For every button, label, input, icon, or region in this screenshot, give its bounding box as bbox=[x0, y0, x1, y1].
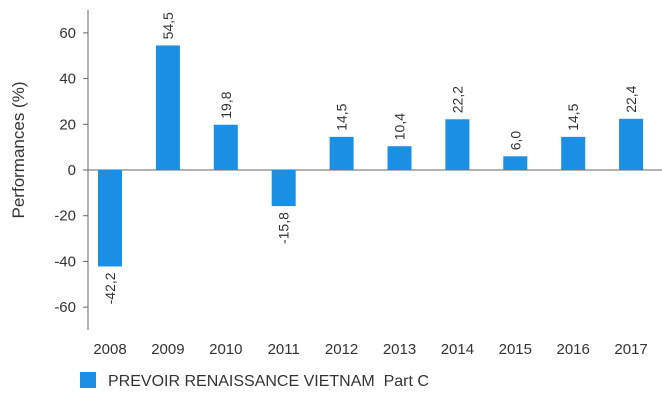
legend: PREVOIR RENAISSANCE VIETNAM Part C bbox=[80, 372, 429, 390]
data-label: -15,8 bbox=[276, 212, 292, 244]
bar bbox=[561, 136, 586, 170]
x-tick-label: 2012 bbox=[325, 341, 358, 358]
bar bbox=[155, 45, 180, 170]
y-axis-ticks: -60 -40 -20 0 20 40 60 bbox=[54, 25, 88, 316]
x-tick-label: 2016 bbox=[557, 341, 590, 358]
legend-swatch bbox=[80, 372, 96, 388]
bars bbox=[98, 45, 644, 267]
category-labels: 2008 2009 2010 2011 2012 2013 2014 2015 2016 2017 bbox=[93, 341, 647, 358]
x-tick-label: 2008 bbox=[93, 341, 126, 358]
data-label: -42,2 bbox=[102, 272, 118, 304]
x-tick-label: 2017 bbox=[614, 341, 647, 358]
x-tick-label: 2015 bbox=[499, 341, 532, 358]
bar bbox=[271, 170, 296, 207]
data-label: 14,5 bbox=[565, 103, 581, 130]
data-label: 10,4 bbox=[392, 113, 408, 140]
y-tick-label: 0 bbox=[68, 162, 76, 179]
y-tick-label: -60 bbox=[54, 299, 76, 316]
bar bbox=[619, 118, 644, 170]
y-tick-label: 40 bbox=[59, 71, 76, 88]
data-label: 22,4 bbox=[623, 85, 639, 112]
legend-label: PREVOIR RENAISSANCE VIETNAM Part C bbox=[108, 373, 429, 390]
x-tick-label: 2009 bbox=[151, 341, 184, 358]
data-label: 14,5 bbox=[334, 103, 350, 130]
y-tick-label: -20 bbox=[54, 208, 76, 225]
data-label: 54,5 bbox=[160, 12, 176, 39]
bar bbox=[213, 124, 238, 170]
x-tick-label: 2011 bbox=[268, 341, 300, 358]
x-tick-label: 2014 bbox=[441, 341, 474, 358]
y-tick-label: -40 bbox=[54, 253, 76, 270]
bar bbox=[445, 119, 470, 170]
y-tick-label: 60 bbox=[59, 25, 76, 42]
bar bbox=[98, 170, 122, 267]
y-axis-title: Performances (%) bbox=[9, 82, 28, 219]
data-labels: -42,2 54,5 19,8 -15,8 14,5 10,4 22,2 6,0 14,5 22,… bbox=[102, 12, 639, 304]
data-label: 22,2 bbox=[449, 86, 465, 113]
bar bbox=[329, 136, 354, 170]
x-tick-label: 2010 bbox=[209, 341, 242, 358]
x-tick-label: 2013 bbox=[383, 341, 416, 358]
bar bbox=[387, 146, 412, 170]
bar bbox=[503, 156, 528, 170]
data-label: 6,0 bbox=[507, 131, 523, 151]
y-tick-label: 20 bbox=[59, 116, 76, 133]
data-label: 19,8 bbox=[218, 91, 234, 118]
